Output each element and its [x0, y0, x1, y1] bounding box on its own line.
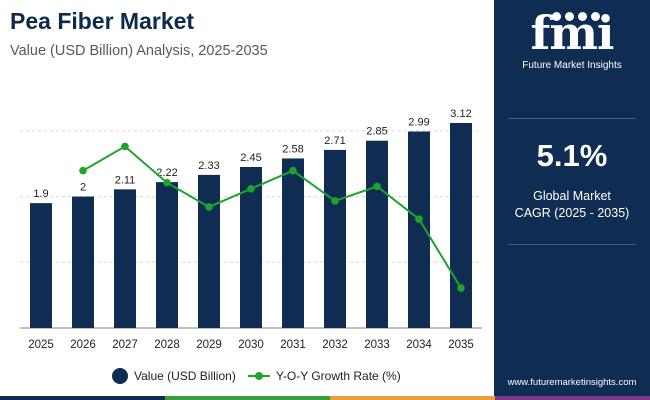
legend-bar-label: Value (USD Billion) [134, 369, 236, 383]
bar-value-label: 2 [80, 182, 86, 194]
accent-segment [495, 396, 650, 400]
bar-value-label: 2.22 [156, 167, 177, 179]
bar-value-label: 2.71 [324, 135, 345, 147]
x-tick-label: 2033 [364, 339, 390, 351]
chart-canvas: 1.9 2025 2 2026 2.11 2027 2.22 2028 2.33 2029 2.45… [20, 108, 482, 351]
bar-value-label: 1.9 [33, 188, 48, 200]
cagr-label-market: Global Market [533, 189, 611, 203]
growth-line [82, 145, 462, 289]
bar [72, 196, 94, 328]
cagr-label-period: CAGR (2025 - 2035) [514, 206, 630, 220]
chart-title: Pea Fiber Market [10, 8, 195, 34]
logo-icons [552, 8, 612, 21]
legend-line-label: Y-O-Y Growth Rate (%) [276, 369, 401, 383]
bar [324, 149, 346, 328]
divider-bottom [508, 244, 636, 245]
bar [198, 174, 220, 328]
cagr-value: 5.1% [536, 138, 608, 173]
x-tick-label: 2026 [70, 339, 96, 351]
growth-point [79, 166, 87, 175]
chart-subtitle: Value (USD Billion) Analysis, 2025-2035 [10, 43, 268, 59]
bar [366, 140, 388, 328]
accent-segment [330, 396, 495, 400]
bar-value-label: 2.45 [240, 152, 261, 164]
accent-segment [0, 396, 165, 400]
growth-point [205, 203, 213, 211]
growth-point [121, 142, 129, 151]
bar [114, 189, 136, 328]
legend-bar-swatch [112, 368, 128, 384]
legend-item-value: Value (USD Billion) [112, 366, 236, 386]
x-tick-label: 2031 [280, 339, 306, 351]
x-tick-label: 2025 [28, 339, 54, 351]
bar [408, 131, 430, 328]
x-tick-label: 2029 [196, 339, 222, 351]
bar [240, 167, 262, 328]
bar-value-label: 2.11 [115, 174, 136, 186]
x-tick-label: 2035 [448, 339, 474, 351]
logo-text: fmi [530, 6, 615, 60]
bar-value-label: 2.33 [198, 160, 219, 172]
bar [282, 158, 304, 328]
bar-value-label: 2.85 [366, 126, 387, 138]
growth-point [457, 284, 465, 292]
growth-point [163, 178, 171, 187]
growth-point [289, 166, 297, 175]
bar [156, 182, 178, 328]
website-url[interactable]: www.futuremarketinsights.com [507, 377, 637, 388]
logo-caption: Future Market Insights [522, 60, 622, 71]
bar [30, 203, 52, 328]
growth-point [247, 184, 255, 193]
bar-value-label: 2.58 [282, 143, 303, 155]
legend-line-swatch [248, 372, 270, 380]
accent-segment [165, 396, 330, 400]
x-tick-label: 2027 [112, 339, 138, 351]
fmi-logo: fmi Future Market Insights [514, 6, 630, 72]
x-tick-label: 2028 [154, 339, 180, 351]
accent-strip [0, 396, 650, 400]
bar-value-label: 3.12 [450, 108, 471, 120]
x-tick-label: 2034 [406, 339, 432, 351]
x-tick-label: 2030 [238, 339, 264, 351]
bar-value-label: 2.99 [408, 117, 429, 129]
growth-point [373, 182, 381, 191]
sidebar-panel: fmi Future Market Insights 5.1% Global M… [494, 0, 650, 396]
growth-point [331, 197, 339, 205]
legend-item-growth: Y-O-Y Growth Rate (%) [248, 366, 401, 386]
growth-point [415, 215, 423, 223]
bar [450, 122, 472, 328]
divider-top [508, 118, 636, 119]
x-tick-label: 2032 [322, 339, 348, 351]
